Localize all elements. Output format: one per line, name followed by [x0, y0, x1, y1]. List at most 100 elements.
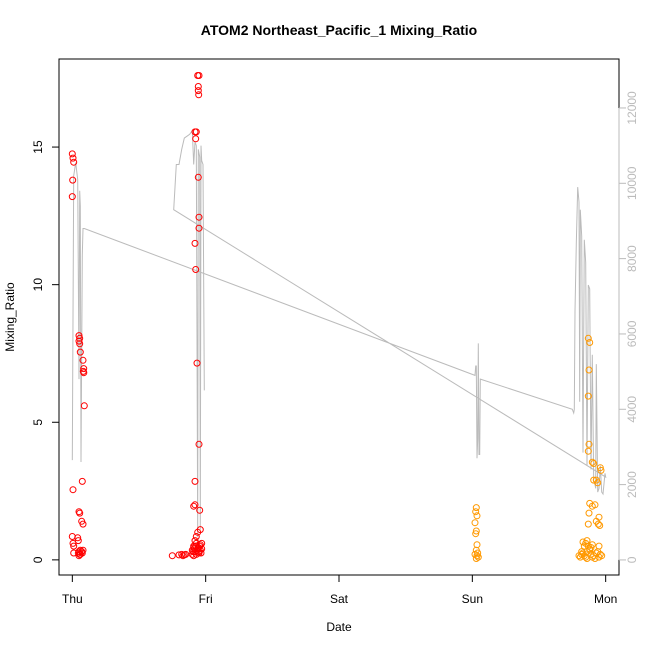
data-point [472, 504, 480, 512]
data-point [471, 519, 479, 527]
data-point [584, 334, 592, 342]
data-point [196, 506, 204, 514]
data-point [191, 501, 199, 509]
data-point [579, 538, 587, 546]
data-point [195, 549, 203, 557]
y2-tick-label: 2000 [625, 471, 639, 498]
data-point [80, 365, 88, 373]
data-point [80, 402, 88, 410]
data-point [195, 224, 203, 232]
data-point [188, 550, 196, 558]
data-point [80, 369, 88, 377]
data-point [195, 91, 203, 99]
y-tick-label: 15 [31, 140, 45, 154]
data-point [597, 466, 605, 474]
axes-layer: Thu Fri Sat Sun Mon 0 5 10 15 0 2000 4000 6000 8000 10… [31, 91, 639, 606]
data-point [596, 522, 604, 529]
data-point [594, 479, 602, 487]
data-point [195, 72, 203, 79]
data-point [69, 176, 77, 184]
y-axis-label: Mixing_Ratio [3, 282, 17, 352]
data-point [588, 541, 596, 549]
data-point [473, 512, 481, 520]
data-point [70, 542, 78, 550]
data-point [586, 339, 594, 346]
y2-tick-label: 10000 [625, 166, 639, 200]
data-point [191, 239, 199, 247]
data-point [76, 348, 84, 356]
data-point [198, 539, 206, 547]
y-tick-label: 0 [31, 556, 45, 563]
data-point [196, 541, 204, 549]
data-point [192, 266, 200, 273]
data-point [75, 552, 83, 560]
data-point [74, 537, 82, 545]
data-point [472, 555, 480, 562]
data-point [584, 392, 592, 400]
data-point [68, 193, 76, 201]
data-point [472, 530, 480, 538]
y2-tick-label: 4000 [625, 396, 639, 423]
data-point [472, 527, 480, 535]
data-point [473, 552, 481, 560]
data-point [197, 549, 205, 557]
data-point [179, 552, 187, 560]
x-tick-label: Sat [330, 592, 349, 606]
data-point [588, 458, 596, 466]
data-point [76, 340, 84, 348]
series-layer [68, 72, 607, 562]
data-point [194, 83, 202, 90]
data-point [191, 128, 199, 136]
series-0 [68, 72, 206, 560]
data-point [579, 549, 587, 557]
y2-tick-label: 8000 [625, 245, 639, 272]
data-point [70, 158, 78, 166]
data-point [584, 520, 592, 528]
data-point [585, 366, 593, 374]
data-point [588, 502, 596, 510]
data-point [68, 150, 76, 158]
data-point [76, 550, 84, 558]
series-1 [471, 334, 606, 562]
data-point [598, 552, 606, 560]
data-point [472, 508, 480, 516]
data-point [70, 549, 78, 557]
data-point [79, 520, 87, 528]
data-point [78, 477, 86, 485]
data-point [195, 440, 203, 448]
x-tick-label: Fri [199, 592, 213, 606]
data-point [178, 550, 186, 558]
data-point [69, 539, 77, 547]
data-point [578, 548, 586, 556]
data-point [585, 440, 593, 448]
x-axis-label: Date [326, 620, 352, 634]
data-point [76, 509, 84, 517]
data-point [194, 173, 202, 181]
x-tick-label: Sun [462, 592, 483, 606]
data-point [596, 464, 604, 472]
data-point [168, 552, 176, 560]
y2-tick-label: 12000 [625, 91, 639, 125]
secondary-line [71, 129, 607, 538]
y2-tick-label: 6000 [625, 320, 639, 347]
data-point [592, 517, 600, 525]
data-point [69, 154, 77, 162]
y-tick-label: 5 [31, 419, 45, 426]
data-point [585, 509, 593, 517]
data-point [79, 356, 87, 364]
data-point [586, 546, 594, 554]
y-tick-label: 10 [31, 278, 45, 292]
data-point [590, 460, 598, 467]
y2-tick-label: 0 [625, 556, 639, 563]
data-point [75, 337, 83, 345]
data-point [192, 135, 200, 143]
data-point [175, 551, 183, 559]
data-point [74, 534, 82, 542]
data-point [192, 533, 200, 540]
data-point [196, 526, 204, 534]
x-tick-label: Mon [594, 592, 617, 606]
data-point [195, 213, 203, 221]
chart-title: ATOM2 Northeast_Pacific_1 Mixing_Ratio [201, 22, 477, 38]
data-point [190, 502, 198, 510]
